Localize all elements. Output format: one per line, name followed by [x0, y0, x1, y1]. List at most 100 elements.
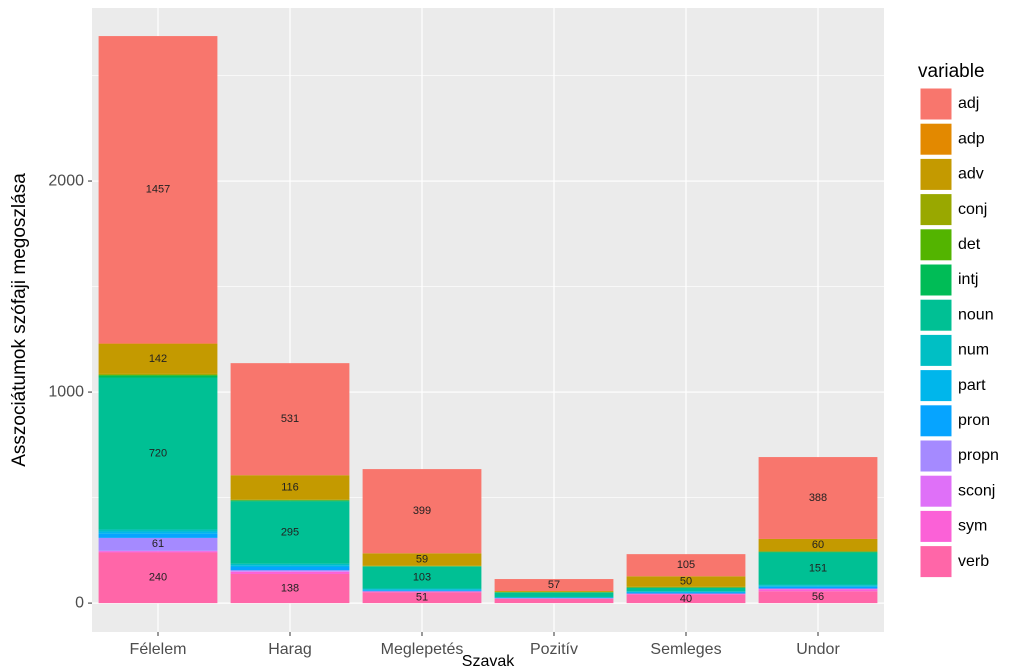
data-label: 57	[548, 579, 560, 591]
bar-segment	[758, 551, 878, 553]
data-label: 295	[281, 526, 299, 538]
bar-segment	[758, 457, 878, 539]
data-label: 388	[809, 492, 827, 504]
bar-segment	[98, 552, 218, 604]
bar-segment	[494, 592, 614, 593]
legend-key	[919, 122, 953, 156]
bar-segment	[98, 531, 218, 534]
bar-segment	[98, 550, 218, 552]
bar-segment	[230, 363, 350, 476]
x-tick-label: Pozitív	[530, 641, 578, 658]
bar-segment	[98, 377, 218, 530]
bar-segment	[230, 500, 350, 502]
legend-key	[919, 228, 953, 262]
data-label: 59	[416, 553, 428, 565]
bar-segment	[98, 343, 218, 374]
legend-label: num	[958, 342, 989, 359]
legend-key	[919, 263, 953, 297]
bar-segment	[626, 576, 746, 587]
bar-segment	[494, 579, 614, 592]
legend-label: intj	[958, 271, 978, 288]
bar-segment	[758, 591, 878, 604]
bar-segment	[494, 591, 614, 593]
legend-key	[919, 87, 953, 121]
bar-segment	[230, 571, 350, 574]
legend-key	[919, 298, 953, 332]
x-tick-label: Semleges	[650, 641, 721, 658]
bar-segment	[230, 570, 350, 572]
data-label: 51	[416, 592, 428, 604]
bar-segment	[494, 597, 614, 599]
bar-segment	[98, 375, 218, 378]
bar-segment	[758, 588, 878, 590]
legend-key	[919, 545, 953, 579]
bar-segment	[98, 533, 218, 538]
bar-segment	[494, 592, 614, 597]
x-tick-label: Félelem	[130, 641, 187, 658]
bar-segment	[362, 553, 482, 566]
y-axis-label: Asszociátumok szófaji megoszlása	[9, 173, 30, 467]
bar-segment	[362, 566, 482, 567]
bar-segment	[494, 598, 614, 604]
data-label: 531	[281, 413, 299, 425]
data-label: 142	[149, 353, 167, 365]
bar-segment	[626, 554, 746, 577]
bar-segment	[626, 591, 746, 593]
data-label: 40	[680, 593, 692, 605]
bar-segment	[230, 563, 350, 566]
bar-segment	[626, 591, 746, 592]
x-tick-label: Undor	[796, 641, 840, 658]
legend-key	[919, 157, 953, 191]
bar-segment	[362, 589, 482, 591]
legend-key	[919, 369, 953, 403]
data-label: 56	[812, 591, 824, 603]
bar-segment	[98, 551, 218, 553]
bar-segment	[98, 373, 218, 375]
y-tick-label: 0	[75, 594, 84, 611]
data-label: 720	[149, 447, 167, 459]
bar-segment	[230, 573, 350, 604]
bar-segment	[362, 566, 482, 589]
data-label: 151	[809, 562, 827, 574]
data-label: 105	[677, 559, 695, 571]
panel	[92, 8, 884, 632]
bar-segment	[494, 598, 614, 599]
legend-label: adp	[958, 130, 985, 147]
legend-key	[919, 193, 953, 227]
data-label: 116	[281, 481, 299, 493]
data-label: 1457	[146, 184, 170, 196]
bar-segment	[758, 552, 878, 585]
x-tick-label: Harag	[268, 641, 312, 658]
bar-segment	[494, 596, 614, 598]
legend-key	[919, 509, 953, 543]
legend-label: noun	[958, 306, 994, 323]
legend-label: adv	[958, 166, 984, 183]
bar-segment	[626, 592, 746, 594]
x-axis-label: Szavak	[462, 653, 515, 670]
bar-segment	[98, 36, 218, 344]
legend-label: sym	[958, 518, 987, 535]
bar-segment	[98, 529, 218, 532]
bar-segment	[362, 591, 482, 593]
bar-segment	[230, 571, 350, 572]
bar-segment	[758, 585, 878, 587]
bar-segment	[626, 586, 746, 588]
data-label: 103	[413, 572, 431, 584]
legend-label: conj	[958, 201, 987, 218]
legend-label: adj	[958, 95, 979, 112]
bar-segment	[626, 594, 746, 604]
bar-segment	[362, 590, 482, 592]
bar-segment	[626, 593, 746, 595]
bar-segment	[626, 587, 746, 592]
bar-segment	[230, 499, 350, 501]
legend-label: sconj	[958, 482, 995, 499]
bar-segment	[98, 537, 218, 551]
bar-segment	[230, 475, 350, 500]
bar-segment	[362, 588, 482, 590]
data-label: 61	[152, 538, 164, 550]
legend-key	[919, 333, 953, 367]
data-label: 50	[680, 575, 692, 587]
legend-title: variable	[918, 61, 985, 82]
y-tick-label: 1000	[48, 383, 84, 400]
